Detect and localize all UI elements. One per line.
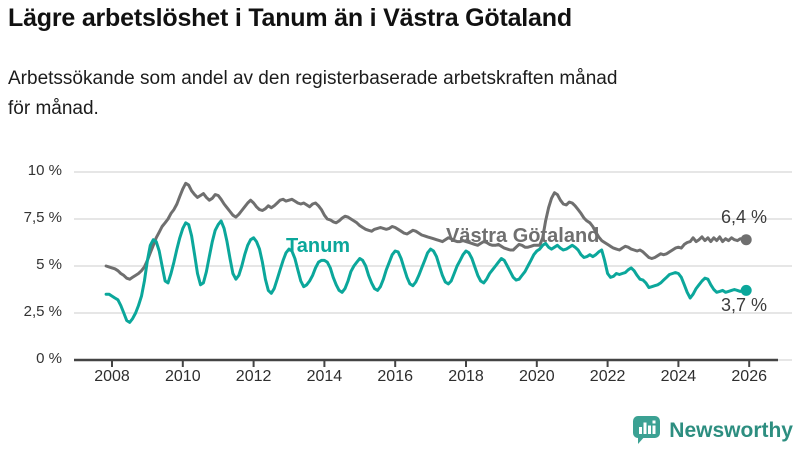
y-axis-tick-label: 5 % bbox=[36, 256, 62, 273]
newsworthy-chart-bubble-icon bbox=[633, 416, 661, 444]
x-axis-tick-label: 2024 bbox=[660, 368, 697, 385]
subtitle-line-2: för månad. bbox=[8, 98, 99, 120]
chart-subtitle: Arbetssökande som andel av den registerb… bbox=[8, 64, 617, 125]
vastra-gotaland-end-dot bbox=[740, 234, 752, 246]
subtitle-line-1: Arbetssökande som andel av den registerb… bbox=[8, 68, 618, 89]
tanum-line bbox=[104, 219, 748, 324]
x-axis-tick-label: 2008 bbox=[94, 368, 130, 385]
vastra-gotaland-end-value: 6,4 % bbox=[721, 207, 768, 227]
chart-title: Lägre arbetslöshet i Tanum än i Västra G… bbox=[8, 4, 572, 32]
y-axis-tick-label: 2,5 % bbox=[23, 303, 62, 320]
x-axis-tick-label: 2010 bbox=[165, 368, 201, 385]
x-axis-tick-label: 2012 bbox=[235, 368, 272, 385]
newsworthy-wordmark: Newsworthy bbox=[669, 419, 793, 442]
vastra-gotaland-line bbox=[104, 181, 748, 281]
y-axis-tick-label: 10 % bbox=[27, 162, 62, 179]
y-axis-tick-label: 7,5 % bbox=[23, 209, 62, 226]
x-axis-tick-label: 2026 bbox=[731, 368, 767, 385]
tanum-end-value: 3,7 % bbox=[721, 295, 768, 315]
newsworthy-logo: Newsworthy bbox=[633, 416, 793, 446]
x-axis-tick-label: 2022 bbox=[589, 368, 626, 385]
tanum-series-label: Tanum bbox=[286, 235, 351, 257]
x-axis-tick-label: 2016 bbox=[377, 368, 413, 385]
x-axis-tick-label: 2018 bbox=[448, 368, 484, 385]
x-axis-tick-label: 2014 bbox=[306, 368, 343, 385]
tanum-end-dot bbox=[740, 284, 752, 296]
vastra-gotaland-series-label: Västra Götaland bbox=[446, 225, 600, 247]
x-axis-tick-label: 2020 bbox=[519, 368, 555, 385]
y-axis-tick-label: 0 % bbox=[36, 350, 62, 367]
